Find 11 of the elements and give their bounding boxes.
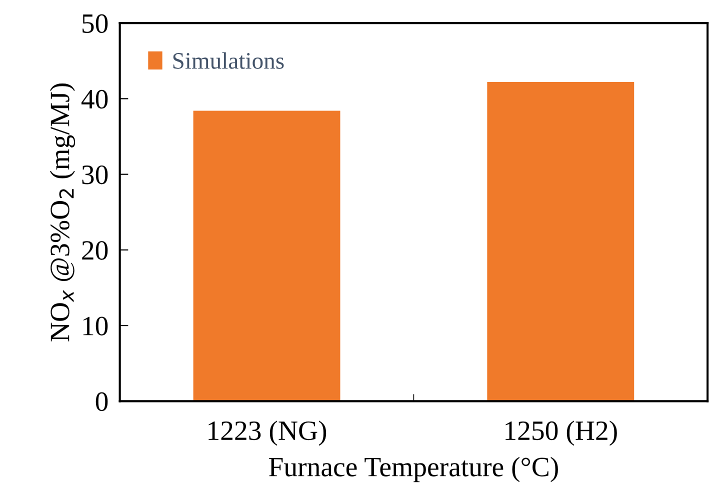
- y-axis-title: NO$_{x}$ @3%O$_{2}$ (mg/MJ): [50, 84, 76, 342]
- x-tick-label: 1250 (H2): [506, 420, 617, 446]
- x-tick-label: 1223 (NG): [208, 420, 326, 446]
- x-axis-title: Furnace Temperature (°C): [269, 456, 558, 482]
- legend-label: Simulations: [173, 52, 284, 69]
- y-tick-label: 0: [96, 392, 108, 412]
- y-tick-label: 20: [82, 241, 108, 260]
- y-tick-label: 30: [82, 165, 108, 184]
- y-tick-label: 50: [82, 14, 108, 33]
- y-tick-label: 10: [83, 316, 108, 336]
- y-tick-label: 40: [81, 90, 108, 109]
